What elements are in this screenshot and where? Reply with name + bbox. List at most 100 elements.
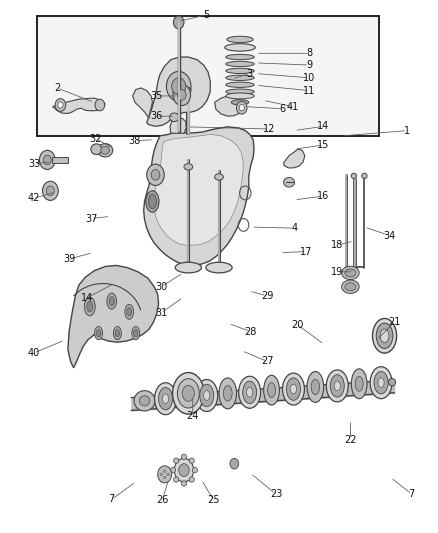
Circle shape xyxy=(179,464,189,477)
Ellipse shape xyxy=(181,481,187,486)
Ellipse shape xyxy=(173,458,179,463)
Ellipse shape xyxy=(355,376,363,391)
Ellipse shape xyxy=(159,387,173,410)
Text: 15: 15 xyxy=(317,140,329,150)
Text: 36: 36 xyxy=(151,111,163,121)
Ellipse shape xyxy=(139,395,150,406)
Ellipse shape xyxy=(330,375,344,397)
Circle shape xyxy=(230,458,239,469)
Text: 34: 34 xyxy=(384,231,396,240)
Circle shape xyxy=(147,164,164,185)
Ellipse shape xyxy=(226,68,254,74)
Text: 10: 10 xyxy=(303,73,315,83)
Ellipse shape xyxy=(225,44,255,51)
Text: 26: 26 xyxy=(156,496,168,505)
Ellipse shape xyxy=(125,304,134,319)
Ellipse shape xyxy=(362,173,367,179)
Text: 23: 23 xyxy=(270,489,282,499)
Ellipse shape xyxy=(342,266,359,279)
Text: 21: 21 xyxy=(388,318,400,327)
Text: 27: 27 xyxy=(261,357,273,366)
Text: 3: 3 xyxy=(247,69,253,78)
Text: 1: 1 xyxy=(404,126,410,135)
Text: 24: 24 xyxy=(187,411,199,421)
Circle shape xyxy=(239,104,244,111)
Circle shape xyxy=(39,150,55,169)
Ellipse shape xyxy=(97,144,113,157)
Ellipse shape xyxy=(215,174,223,180)
Ellipse shape xyxy=(268,383,276,398)
Ellipse shape xyxy=(178,381,194,413)
Ellipse shape xyxy=(95,326,102,340)
Ellipse shape xyxy=(370,367,392,399)
Text: 38: 38 xyxy=(129,136,141,146)
Ellipse shape xyxy=(182,389,191,405)
Ellipse shape xyxy=(243,381,257,403)
Ellipse shape xyxy=(284,177,295,187)
Circle shape xyxy=(43,155,51,165)
Ellipse shape xyxy=(175,262,201,273)
Ellipse shape xyxy=(200,384,214,407)
Text: 31: 31 xyxy=(155,308,167,318)
Text: 14: 14 xyxy=(317,122,329,131)
Ellipse shape xyxy=(91,144,102,155)
Ellipse shape xyxy=(167,473,170,475)
Text: 28: 28 xyxy=(244,327,257,336)
Ellipse shape xyxy=(345,269,356,277)
Polygon shape xyxy=(215,96,244,116)
Text: 4: 4 xyxy=(291,223,297,233)
Bar xyxy=(52,157,68,163)
Ellipse shape xyxy=(84,297,95,316)
Ellipse shape xyxy=(177,378,199,408)
Ellipse shape xyxy=(372,318,397,353)
Polygon shape xyxy=(147,57,210,126)
Ellipse shape xyxy=(113,326,121,340)
Circle shape xyxy=(46,186,54,196)
Ellipse shape xyxy=(226,82,254,87)
Ellipse shape xyxy=(163,470,166,473)
Circle shape xyxy=(237,101,247,114)
Ellipse shape xyxy=(101,147,110,155)
Ellipse shape xyxy=(163,477,166,479)
Ellipse shape xyxy=(226,89,254,94)
Ellipse shape xyxy=(376,323,393,349)
Ellipse shape xyxy=(96,329,101,337)
Polygon shape xyxy=(133,88,152,118)
Text: 35: 35 xyxy=(151,91,163,101)
Text: 5: 5 xyxy=(203,10,209,20)
Text: 8: 8 xyxy=(306,49,312,58)
Ellipse shape xyxy=(307,372,324,402)
Ellipse shape xyxy=(181,454,187,459)
Circle shape xyxy=(172,78,186,95)
Text: 12: 12 xyxy=(263,124,276,134)
Circle shape xyxy=(55,99,66,111)
Ellipse shape xyxy=(107,293,117,309)
Ellipse shape xyxy=(226,54,254,60)
Ellipse shape xyxy=(389,378,396,386)
Ellipse shape xyxy=(231,100,249,105)
Circle shape xyxy=(166,71,191,101)
Circle shape xyxy=(95,99,105,111)
Text: 30: 30 xyxy=(155,282,167,292)
Text: 42: 42 xyxy=(28,193,40,203)
Text: 16: 16 xyxy=(317,191,329,201)
Text: 40: 40 xyxy=(28,348,40,358)
Ellipse shape xyxy=(160,473,162,475)
Text: 20: 20 xyxy=(292,320,304,330)
Ellipse shape xyxy=(351,369,367,399)
Text: 33: 33 xyxy=(28,159,40,169)
Ellipse shape xyxy=(247,387,253,397)
Ellipse shape xyxy=(345,282,356,291)
Text: 39: 39 xyxy=(63,254,75,264)
Polygon shape xyxy=(170,118,186,133)
Ellipse shape xyxy=(109,297,114,305)
Text: 14: 14 xyxy=(81,293,93,303)
Ellipse shape xyxy=(378,378,384,387)
Ellipse shape xyxy=(170,113,179,122)
Ellipse shape xyxy=(134,329,138,337)
Ellipse shape xyxy=(146,191,159,212)
Polygon shape xyxy=(154,134,243,245)
Text: 7: 7 xyxy=(109,495,115,504)
Ellipse shape xyxy=(380,329,389,342)
Ellipse shape xyxy=(219,378,237,409)
